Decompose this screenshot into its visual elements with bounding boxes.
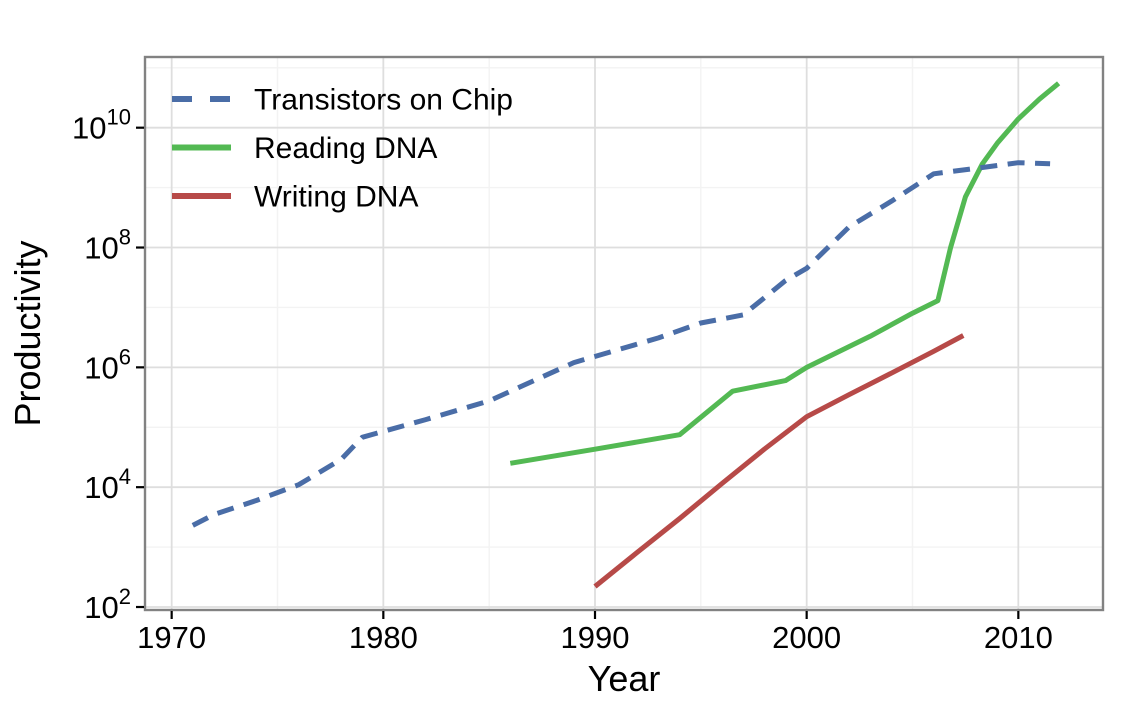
y-tick-base: 10 [84, 590, 118, 625]
legend-label-writing-dna: Writing DNA [254, 181, 418, 214]
legend-label-reading-dna: Reading DNA [254, 132, 437, 165]
y-axis-title: Productivity [7, 240, 48, 426]
x-axis-title: Year [588, 658, 661, 699]
y-tick-base: 10 [84, 350, 118, 385]
y-tick-label: 1010 [72, 105, 131, 146]
legend: Transistors on Chip Reading DNA Writing DN… [172, 84, 513, 214]
plot-panel [145, 57, 1103, 610]
x-tick-label: 1990 [561, 620, 630, 655]
x-tick-label: 1970 [137, 620, 206, 655]
x-tick-label: 1980 [349, 620, 418, 655]
y-tick-exponent: 6 [119, 344, 131, 369]
x-tick-label: 2010 [984, 620, 1053, 655]
x-tick-label: 2000 [772, 620, 841, 655]
y-tick-exponent: 8 [119, 225, 131, 250]
y-tick-label: 102 [84, 584, 131, 625]
series-line-writing-dna [593, 333, 965, 589]
y-tick-label: 108 [84, 225, 131, 266]
panel-border [143, 55, 1105, 612]
y-tick-base: 10 [84, 231, 118, 266]
y-tick-label: 104 [84, 464, 131, 505]
y-tick-base: 10 [72, 111, 106, 146]
y-tick-exponent: 4 [119, 464, 131, 489]
y-tick-label: 106 [84, 344, 131, 385]
y-tick-exponent: 10 [107, 105, 131, 130]
y-tick-exponent: 2 [119, 584, 131, 609]
series-line-reading-dna [509, 81, 1061, 466]
series-line-transistors-on-chip [191, 160, 1051, 528]
y-tick-base: 10 [84, 470, 118, 505]
legend-label-transistors-on-chip: Transistors on Chip [254, 84, 513, 117]
